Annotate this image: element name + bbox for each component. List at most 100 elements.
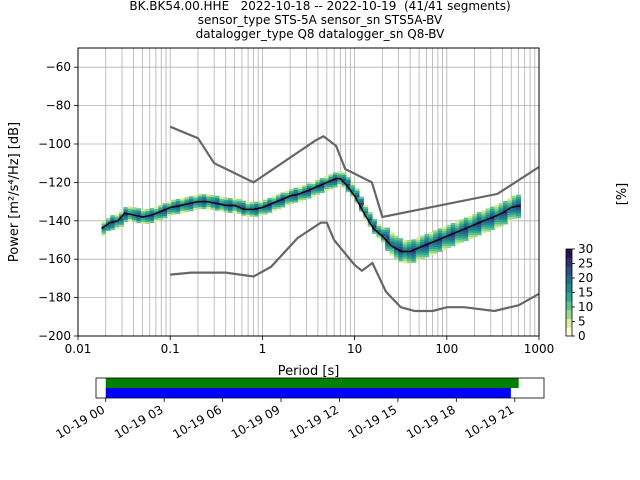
heatmap-cell [319, 184, 325, 187]
heatmap-cell [376, 236, 382, 239]
heatmap-cell [241, 213, 247, 216]
heatmap-cell [302, 187, 308, 190]
heatmap-cell [398, 248, 404, 252]
heatmap-cell [345, 181, 351, 184]
heatmap-cell [424, 235, 430, 239]
heatmap-cell [424, 248, 430, 251]
heatmap-cell [463, 228, 469, 231]
heatmap-cell [297, 199, 303, 202]
heatmap-cell [241, 200, 247, 204]
time-tick-label: 10-19 18 [404, 402, 458, 441]
heatmap-cell [476, 230, 482, 234]
heatmap-cell [415, 237, 421, 240]
heatmap-cell [433, 249, 439, 252]
heatmap-cell [411, 256, 417, 259]
heatmap-cell [236, 203, 242, 206]
heatmap-cell [476, 233, 482, 236]
heatmap-cell [376, 230, 382, 233]
heatmap-cell [354, 190, 360, 193]
heatmap-cell [132, 207, 137, 210]
heatmap-cell [393, 256, 399, 260]
heatmap-cell [393, 246, 399, 249]
heatmap-cell [289, 195, 295, 198]
heatmap-cell [311, 185, 316, 189]
heatmap-cell [132, 215, 137, 219]
heatmap-cell [498, 207, 504, 210]
heatmap-cell [459, 234, 465, 237]
heatmap-cell [446, 237, 452, 240]
heatmap-cell [258, 209, 264, 212]
heatmap-cell [411, 239, 417, 242]
heatmap-cell [188, 196, 194, 199]
heatmap-cell [407, 260, 412, 264]
heatmap-cell [324, 176, 329, 179]
heatmap-cell [437, 239, 443, 242]
heatmap-cell [228, 210, 233, 213]
y-tick-label: −160 [38, 252, 71, 266]
heatmap-cell [101, 223, 107, 226]
heatmap-cell [498, 213, 504, 216]
heatmap-cell [315, 186, 321, 189]
heatmap-cell [149, 220, 155, 224]
heatmap-cell [215, 199, 220, 203]
heatmap-cell [180, 210, 185, 214]
heatmap-cell [175, 207, 181, 210]
heatmap-cell [380, 229, 386, 232]
heatmap-cell [245, 214, 251, 217]
heatmap-cell [437, 241, 443, 244]
title-line-3: datalogger_type Q8 datalogger_sn Q8-BV [195, 27, 445, 41]
heatmap-cell [350, 195, 356, 198]
heatmap-cell [293, 200, 299, 203]
heatmap-cell [450, 244, 456, 247]
heatmap-cell [324, 182, 329, 185]
heatmap-cell [468, 230, 473, 233]
heatmap-cell [511, 214, 517, 217]
heatmap-cell [280, 198, 286, 202]
heatmap-cell [276, 204, 281, 208]
heatmap-cell [498, 211, 504, 214]
heatmap-cell [481, 231, 487, 234]
heatmap-cell [223, 208, 229, 211]
heatmap-cell [158, 213, 164, 216]
x-tick-label: 1 [259, 342, 267, 356]
heatmap-cell [319, 180, 325, 183]
heatmap-cell [136, 212, 142, 215]
nlnm-curve [170, 221, 540, 313]
heatmap-cell [472, 218, 478, 221]
heatmap-cell [463, 226, 469, 229]
heatmap-cell [494, 209, 500, 212]
heatmap-cell [455, 227, 460, 230]
heatmap-cell [171, 201, 177, 205]
heatmap-cell [315, 190, 321, 193]
heatmap-cell [197, 194, 203, 197]
heatmap-cell [402, 246, 408, 249]
heatmap-cell [306, 183, 312, 186]
heatmap-cell [210, 205, 216, 208]
heatmap-cell [219, 207, 225, 210]
heatmap-cell [389, 236, 395, 239]
heatmap-cell [485, 208, 491, 211]
heatmap-cell [463, 223, 469, 227]
heatmap-cell [311, 181, 316, 185]
heatmap-cell [280, 192, 286, 195]
heatmap-cell [389, 251, 395, 254]
heatmap-cell [110, 223, 116, 226]
heatmap-cell [332, 174, 338, 177]
heatmap-cell [398, 242, 404, 245]
heatmap-cell [175, 211, 181, 214]
heatmap-cell [350, 182, 356, 186]
time-tick-label: 10-19 21 [463, 402, 517, 441]
heatmap-cell [315, 192, 321, 195]
heatmap-cell [193, 199, 199, 202]
heatmap-cell [402, 260, 408, 264]
heatmap-cell [441, 237, 447, 240]
heatmap-cell [315, 179, 321, 183]
heatmap-cell [153, 217, 159, 220]
heatmap-cell [463, 219, 469, 222]
heatmap-cell [424, 240, 430, 243]
colorbar-tick-label: 10 [578, 300, 593, 314]
heatmap-cell [411, 260, 417, 263]
heatmap-cell [180, 202, 185, 205]
heatmap-cell [511, 199, 517, 203]
heatmap-cell [450, 237, 456, 240]
